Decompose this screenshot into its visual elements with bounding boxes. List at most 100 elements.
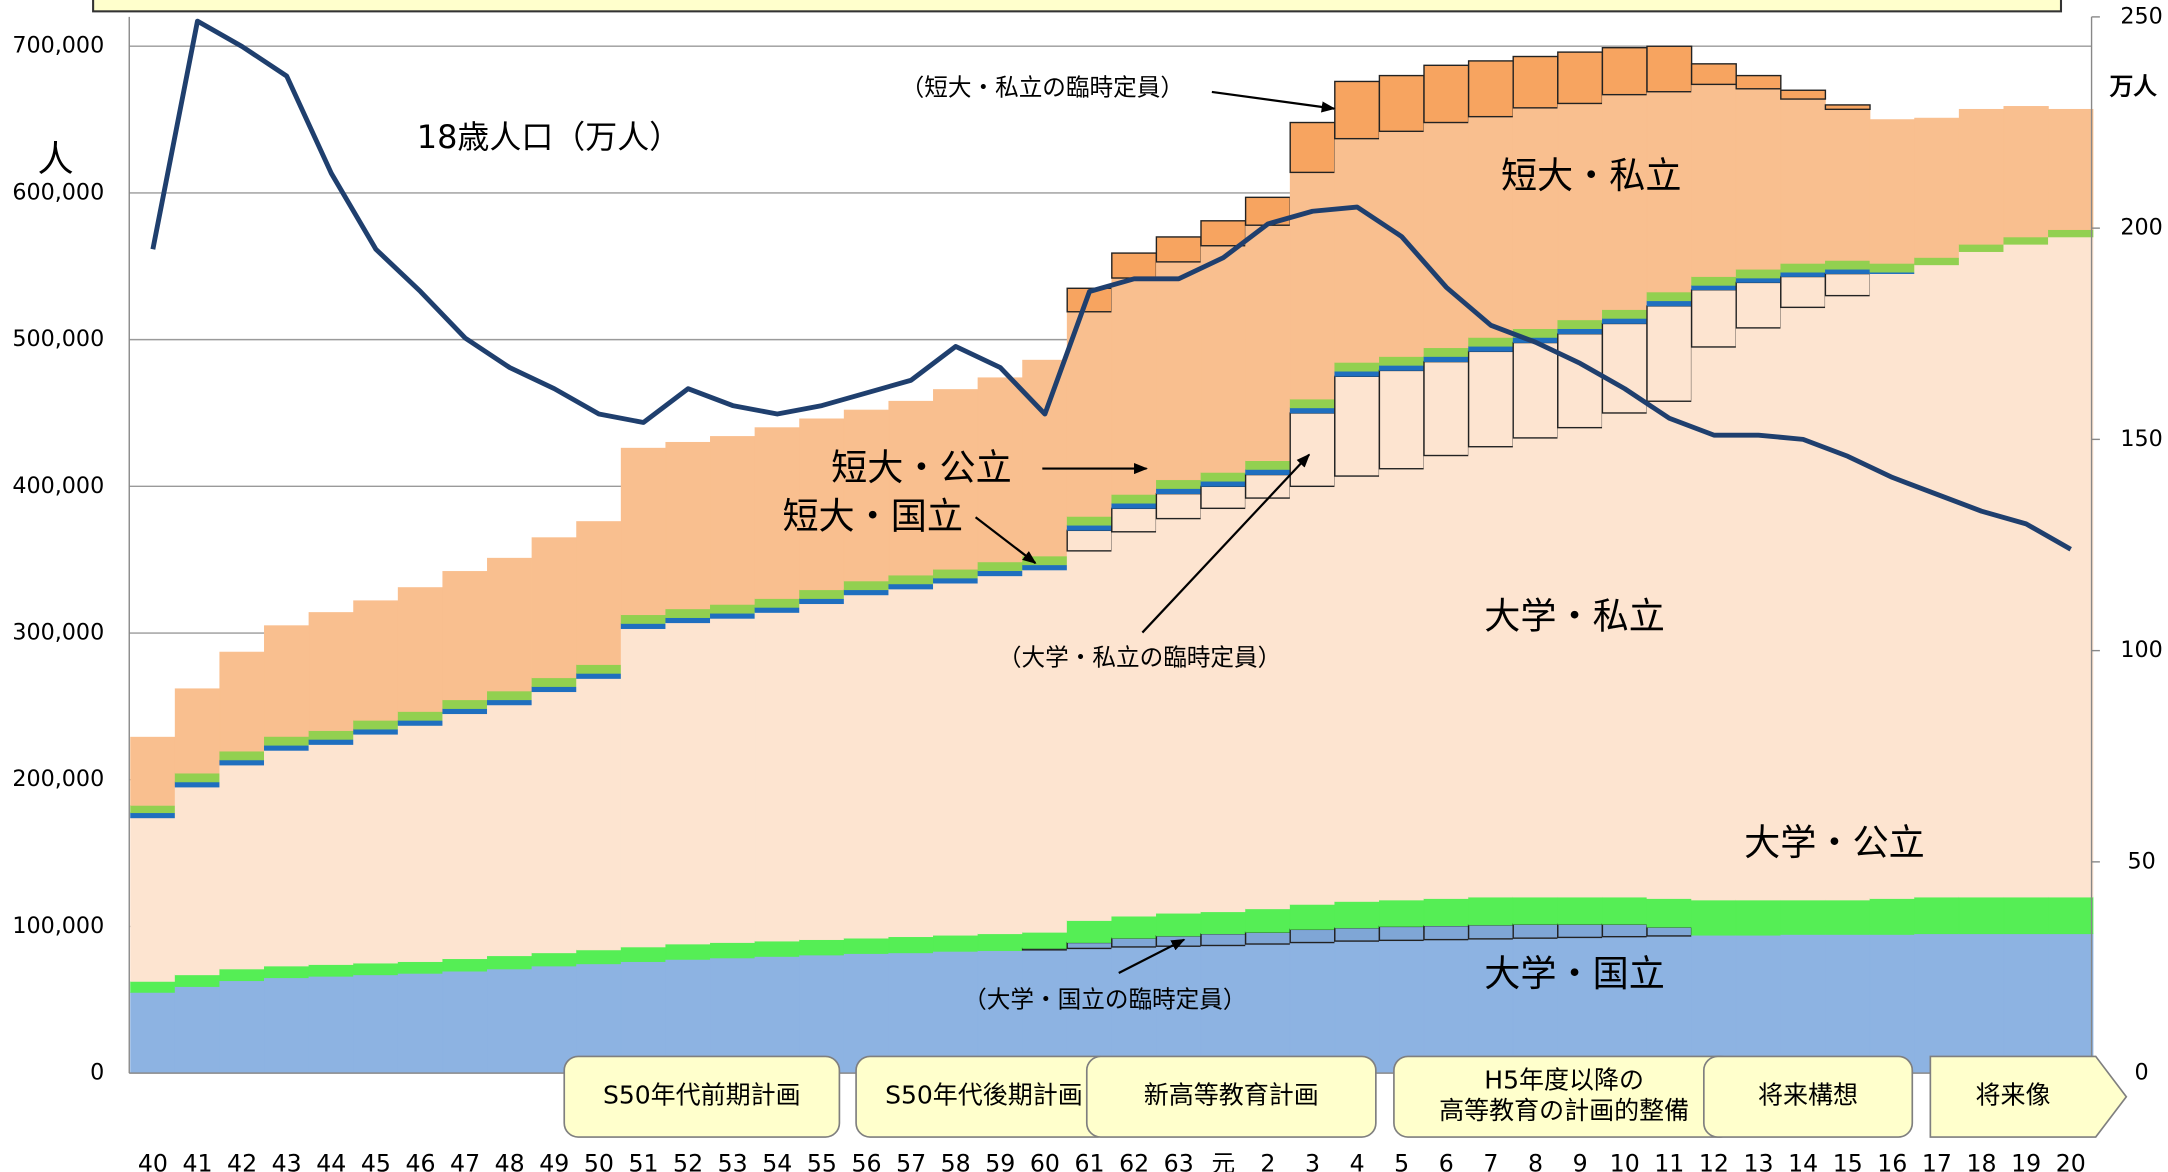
area-step bbox=[1646, 291, 1692, 302]
phase-label: H5年度以降の bbox=[1484, 1065, 1644, 1094]
area-step bbox=[1914, 257, 1960, 266]
area-step bbox=[397, 725, 444, 962]
area-step bbox=[353, 962, 399, 976]
area-step bbox=[1691, 276, 1737, 286]
temporary-capacity bbox=[1066, 529, 1113, 552]
area-step bbox=[130, 805, 176, 814]
area-step bbox=[843, 594, 890, 939]
area-step bbox=[174, 974, 221, 987]
area-step bbox=[1156, 479, 1202, 489]
area-step bbox=[1022, 564, 1068, 571]
area-step bbox=[2048, 933, 2094, 1074]
temporary-capacity bbox=[1646, 305, 1693, 402]
x-tick-label: 9 bbox=[1573, 1149, 1588, 1172]
area-step bbox=[1245, 460, 1291, 470]
area-step bbox=[1557, 103, 1603, 321]
area-step bbox=[710, 436, 756, 605]
temporary-capacity bbox=[1557, 923, 1604, 939]
area-step bbox=[531, 686, 577, 693]
area-step bbox=[2003, 243, 2049, 898]
area-step bbox=[1379, 356, 1425, 366]
area-step bbox=[977, 950, 1023, 1074]
area-step bbox=[843, 937, 890, 954]
area-step bbox=[353, 733, 399, 964]
area-step bbox=[130, 736, 176, 806]
x-tick-label: 19 bbox=[2011, 1149, 2041, 1172]
area-step bbox=[1869, 934, 1915, 1074]
area-step bbox=[174, 688, 221, 774]
x-tick-label: 59 bbox=[985, 1149, 1015, 1172]
banner bbox=[92, 0, 2063, 13]
area-step bbox=[2048, 229, 2094, 238]
area-step bbox=[531, 952, 577, 967]
area-step bbox=[799, 954, 845, 1074]
x-tick-label: 43 bbox=[272, 1149, 302, 1172]
area-step bbox=[933, 577, 979, 584]
area-step bbox=[264, 744, 310, 751]
area-step bbox=[1646, 898, 1692, 928]
area-step bbox=[1334, 940, 1380, 1074]
area-step bbox=[754, 940, 800, 957]
area-step bbox=[1111, 494, 1157, 504]
x-tick-label: 2 bbox=[1260, 1149, 1275, 1172]
area-step bbox=[1691, 285, 1737, 291]
area-step bbox=[1914, 896, 1960, 935]
x-tick-label: 63 bbox=[1164, 1149, 1194, 1172]
area-step bbox=[487, 704, 533, 957]
area-step bbox=[576, 678, 622, 951]
area-step bbox=[1914, 264, 1960, 898]
area-step bbox=[888, 952, 934, 1074]
area-step bbox=[130, 812, 176, 819]
series-label: 短大・公立 bbox=[831, 446, 1012, 489]
area-step bbox=[1423, 455, 1469, 899]
y-tick-label: 700,000 bbox=[12, 33, 104, 59]
area-step bbox=[1602, 309, 1648, 319]
y-tick-label: 400,000 bbox=[12, 473, 104, 499]
area-step bbox=[1512, 437, 1559, 898]
area-step bbox=[130, 992, 176, 1074]
area-step bbox=[620, 614, 667, 624]
area-step bbox=[219, 980, 265, 1074]
y2-tick-label: 50 bbox=[2127, 848, 2155, 874]
area-step bbox=[1156, 488, 1202, 495]
temporary-capacity bbox=[1378, 74, 1425, 133]
area-step bbox=[1602, 412, 1648, 898]
area-step bbox=[799, 603, 845, 940]
temporary-capacity bbox=[1200, 485, 1247, 510]
phase-label: 将来構想 bbox=[1758, 1081, 1858, 1110]
y2-tick-label: 250 bbox=[2120, 3, 2162, 29]
area-step bbox=[531, 537, 577, 679]
area-step bbox=[353, 728, 399, 735]
x-tick-label: 40 bbox=[138, 1149, 168, 1172]
temporary-capacity bbox=[1111, 507, 1158, 533]
area-step bbox=[1646, 300, 1692, 307]
area-step bbox=[2003, 896, 2049, 935]
phase-label: 将来像 bbox=[1976, 1081, 2051, 1110]
area-step bbox=[1289, 485, 1336, 905]
x-tick-label: 18 bbox=[1966, 1149, 1996, 1172]
x-tick-label: 50 bbox=[584, 1149, 614, 1172]
area-step bbox=[843, 409, 890, 582]
x-tick-label: 17 bbox=[1922, 1149, 1952, 1172]
area-step bbox=[1066, 920, 1113, 943]
area-step bbox=[174, 772, 221, 783]
area-step bbox=[130, 817, 176, 982]
area-step bbox=[620, 447, 667, 616]
area-step bbox=[1334, 138, 1380, 363]
area-step bbox=[1111, 277, 1157, 495]
temporary-capacity bbox=[1155, 492, 1202, 520]
area-step bbox=[219, 759, 265, 766]
area-step bbox=[1735, 268, 1782, 279]
area-step bbox=[933, 934, 979, 952]
area-step bbox=[1022, 359, 1068, 557]
area-step bbox=[2003, 236, 2049, 245]
area-step bbox=[1557, 427, 1603, 898]
population-line bbox=[150, 18, 2072, 552]
area-step bbox=[1200, 480, 1246, 487]
area-step bbox=[308, 744, 354, 965]
area-step bbox=[888, 936, 934, 954]
area-step bbox=[888, 583, 934, 590]
area-step bbox=[1156, 518, 1202, 914]
phase-label: S50年代後期計画 bbox=[885, 1081, 1083, 1110]
